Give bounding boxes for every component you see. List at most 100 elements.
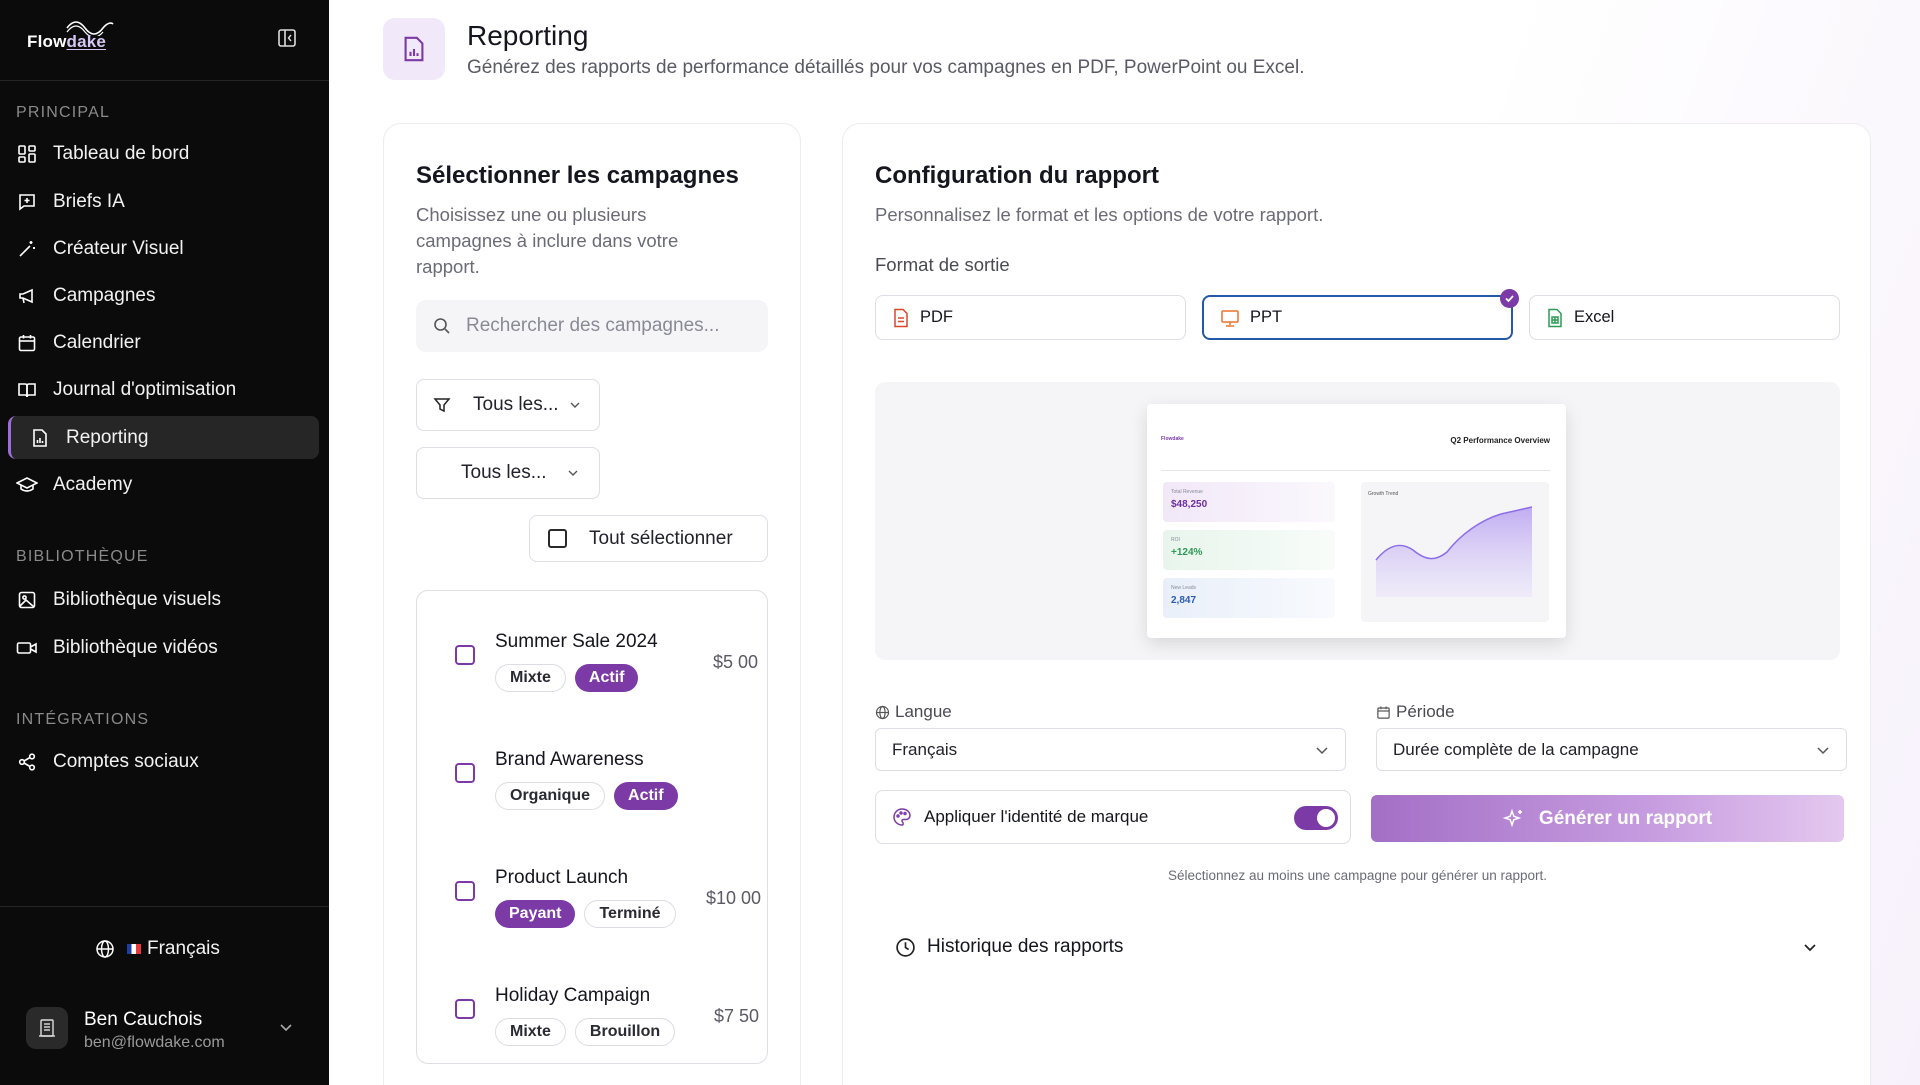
campaign-row[interactable]: Holiday Campaign Mixte Brouillon $7 50 [417, 959, 767, 1049]
campaign-search-input[interactable] [466, 315, 756, 337]
search-icon [434, 318, 450, 334]
format-label: Excel [1574, 308, 1615, 326]
select-all-button[interactable]: Tout sélectionner [529, 515, 768, 562]
format-option-ppt[interactable]: PPT [1202, 289, 1519, 340]
sidebar-item-video-library[interactable]: Bibliothèque vidéos [8, 626, 319, 669]
dashboard-icon [16, 143, 38, 165]
sidebar-item-academy[interactable]: Academy [8, 463, 319, 506]
sidebar-item-social-accounts[interactable]: Comptes sociaux [8, 740, 319, 783]
preview-divider [1161, 470, 1550, 471]
type-filter-select[interactable]: Tous les... [416, 379, 600, 431]
sidebar-item-campaigns[interactable]: Campagnes [8, 274, 319, 317]
campaign-row[interactable]: Product Launch Payant Terminé $10 00 [417, 841, 767, 931]
chevron-down-icon [568, 470, 578, 476]
campaign-type-tag: Organique [495, 782, 606, 810]
megaphone-icon [16, 285, 38, 307]
campaign-row[interactable]: Summer Sale 2024 Mixte Actif $5 00 [417, 605, 767, 695]
campaign-checkbox[interactable] [455, 881, 475, 901]
growth-trend-line [1375, 506, 1533, 597]
preview-kpi-leads: New Leads 2,847 [1163, 578, 1335, 618]
campaign-type-tag: Mixte [495, 1018, 566, 1046]
kpi-value: +124% [1171, 547, 1203, 558]
report-config-subtitle: Personnalisez le format et les options d… [875, 204, 1324, 225]
french-flag-icon [127, 944, 141, 954]
building-icon [39, 1019, 55, 1037]
user-name: Ben Cauchois [84, 1009, 203, 1030]
format-label: PDF [920, 308, 953, 326]
sparkles-icon [1502, 808, 1525, 830]
campaign-checkbox[interactable] [455, 763, 475, 783]
campaign-checkbox[interactable] [455, 999, 475, 1019]
report-config-title: Configuration du rapport [875, 162, 1159, 189]
reporting-header-icon [383, 18, 445, 80]
globe-icon [875, 705, 890, 720]
sidebar-item-visual-creator[interactable]: Créateur Visuel [8, 227, 319, 270]
sidebar-item-label: Briefs IA [53, 190, 125, 212]
language-label-text: Langue [895, 702, 952, 721]
period-select[interactable]: Durée complète de la campagne [1376, 728, 1847, 771]
chevron-down-icon [1817, 747, 1829, 755]
campaign-tags: Mixte Brouillon [495, 1018, 676, 1046]
sidebar-divider [0, 80, 329, 81]
campaign-name: Holiday Campaign [495, 985, 651, 1006]
sidebar-divider [0, 906, 329, 907]
kpi-label: Total Revenue [1171, 489, 1203, 495]
video-icon [16, 637, 38, 659]
palette-icon [892, 807, 912, 827]
preview-kpi-roi: ROI +124% [1163, 530, 1335, 570]
brand-identity-toggle[interactable] [1294, 806, 1338, 830]
sidebar-item-briefs[interactable]: Briefs IA [8, 180, 319, 223]
campaign-row[interactable]: Brand Awareness Organique Actif [417, 723, 767, 813]
period-select-value: Durée complète de la campagne [1393, 739, 1639, 759]
sidebar-item-visual-library[interactable]: Bibliothèque visuels [8, 578, 319, 621]
preview-logo: Flowdake [1161, 436, 1184, 442]
logo-waves-icon [66, 21, 114, 36]
sidebar-item-reporting[interactable]: Reporting [8, 416, 319, 459]
graduation-cap-icon [16, 474, 38, 496]
logo-prefix: Flow [27, 32, 67, 51]
report-history-toggle[interactable]: Historique des rapports [875, 919, 1840, 975]
page-subtitle: Générez des rapports de performance déta… [467, 57, 1305, 78]
toggle-knob [1317, 809, 1335, 827]
generate-report-button[interactable]: Générer un rapport [1371, 795, 1844, 842]
selected-check-icon [1500, 289, 1519, 308]
collapse-sidebar-button[interactable] [276, 27, 298, 49]
campaign-budget: $10 00 [706, 888, 762, 908]
sidebar-item-calendar[interactable]: Calendrier [8, 321, 319, 364]
campaign-status-tag: Terminé [584, 900, 676, 928]
share-icon [16, 751, 38, 773]
campaign-selection-subtitle: Choisissez une ou plusieurs campagnes à … [416, 202, 678, 280]
image-icon [16, 589, 38, 611]
sidebar-item-optimization-log[interactable]: Journal d'optimisation [8, 368, 319, 411]
app-logo[interactable]: Flowdake [27, 20, 117, 51]
sidebar-item-label: Comptes sociaux [53, 750, 199, 772]
sidebar-item-dashboard[interactable]: Tableau de bord [8, 132, 319, 175]
subtitle-line: rapport. [416, 256, 480, 277]
campaign-list: Summer Sale 2024 Mixte Actif $5 00 Brand… [416, 590, 768, 1064]
campaign-type-tag: Mixte [495, 664, 566, 692]
message-plus-icon [16, 191, 38, 213]
campaign-type-tag: Payant [495, 900, 576, 928]
subtitle-line: campagnes à inclure dans votre [416, 230, 679, 251]
type-filter-value: Tous les... [473, 394, 559, 415]
report-config-card: Configuration du rapport Personnalisez l… [842, 123, 1871, 1085]
sidebar-item-label: Tableau de bord [53, 142, 190, 164]
pdf-file-icon [892, 308, 910, 328]
report-preview-slide: Flowdake Q2 Performance Overview Total R… [1147, 404, 1566, 638]
user-email: ben@flowdake.com [84, 1034, 225, 1051]
status-filter-select[interactable]: Tous les... [416, 447, 600, 499]
campaign-name: Brand Awareness [495, 749, 644, 770]
status-filter-value: Tous les... [461, 462, 547, 483]
language-select-value: Français [892, 739, 958, 759]
language-select[interactable]: Français [875, 728, 1346, 771]
sidebar-item-label: Academy [53, 473, 133, 495]
campaign-checkbox[interactable] [455, 645, 475, 665]
format-option-pdf[interactable]: PDF [875, 295, 1186, 340]
language-switcher[interactable]: Français [95, 938, 220, 960]
preview-title: Q2 Performance Overview [1450, 436, 1550, 445]
campaign-selection-title: Sélectionner les campagnes [416, 162, 739, 189]
user-menu[interactable]: Ben Cauchois ben@flowdake.com [26, 1005, 306, 1055]
avatar [26, 1007, 68, 1049]
sidebar-toggle-icon [278, 29, 296, 47]
format-option-excel[interactable]: Excel [1529, 295, 1840, 340]
